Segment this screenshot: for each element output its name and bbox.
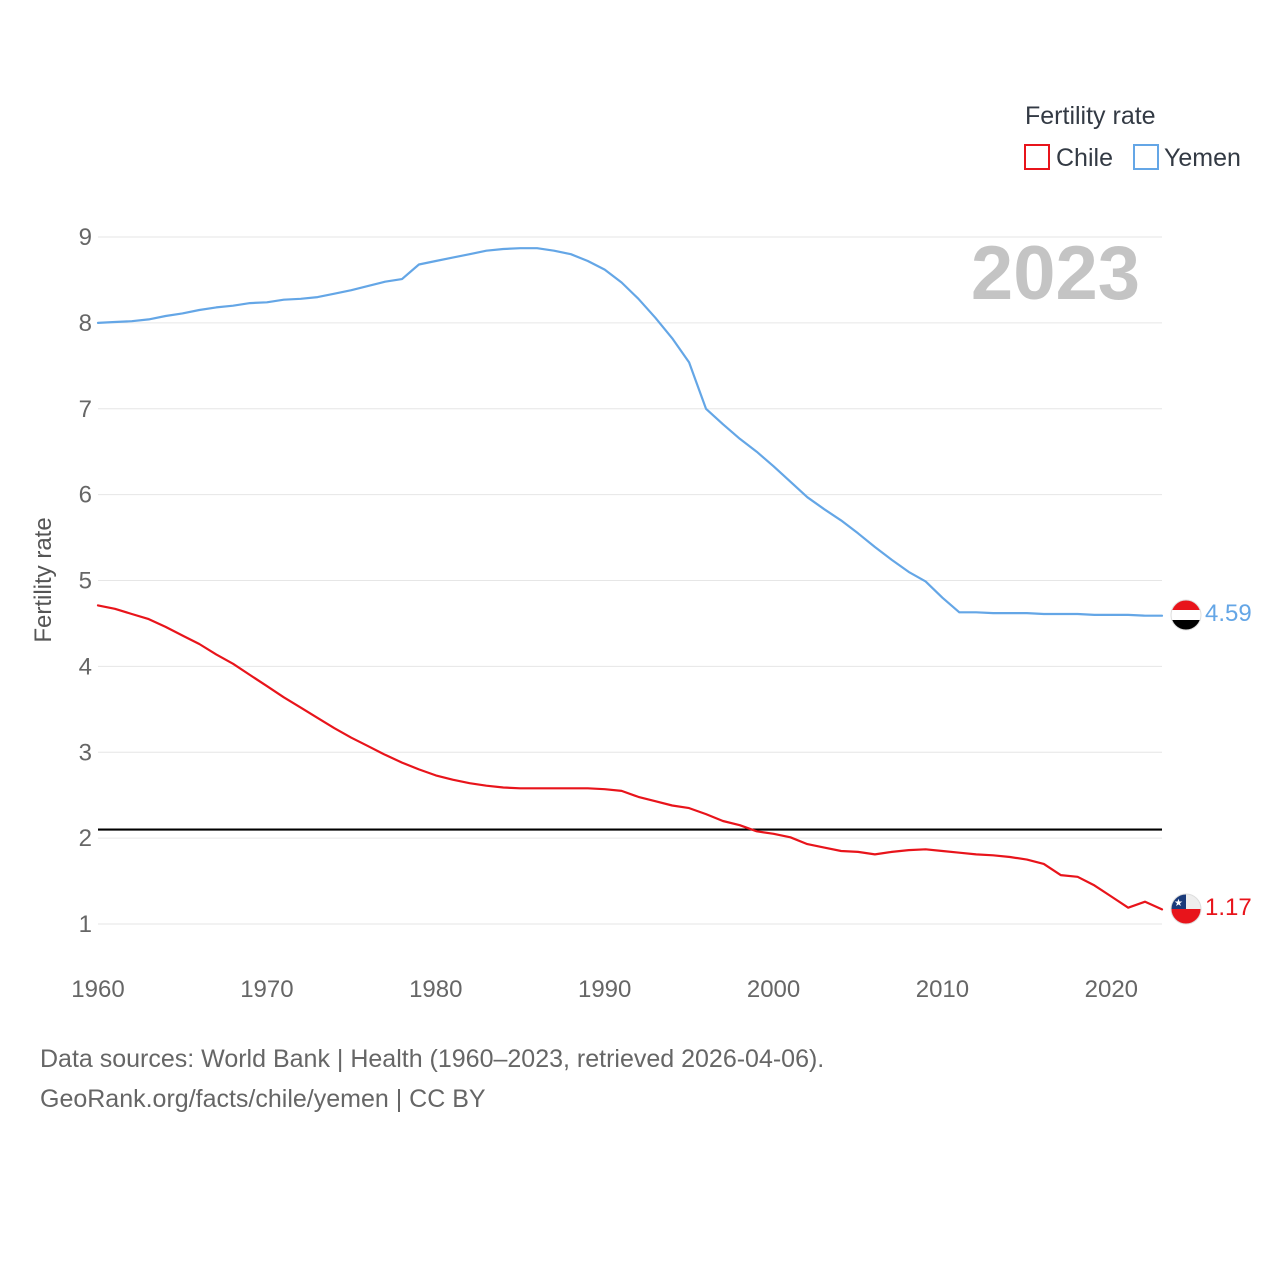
y-tick-label: 9 [79, 224, 92, 251]
x-tick-label: 1980 [409, 976, 462, 1003]
end-label-yemen: 4.59 [1205, 600, 1252, 627]
legend-swatch-yemen [1133, 144, 1159, 170]
legend: Fertility rate Chile Yemen [1024, 102, 1241, 172]
series-lines [96, 247, 1164, 911]
x-tick-label: 2000 [747, 976, 800, 1003]
series-line-yemen[interactable] [96, 247, 1164, 617]
x-axis-ticks: 1960 1970 1980 1990 2000 2010 2020 [71, 976, 1138, 1003]
y-tick-label: 8 [79, 310, 92, 337]
x-tick-label: 2020 [1085, 976, 1138, 1003]
y-tick-label: 3 [79, 739, 92, 766]
legend-label-yemen: Yemen [1164, 144, 1241, 172]
legend-item-yemen[interactable]: Yemen [1133, 144, 1241, 172]
x-tick-label: 1970 [240, 976, 293, 1003]
y-tick-label: 6 [79, 482, 92, 509]
y-tick-label: 4 [79, 653, 92, 680]
legend-swatch-chile [1024, 144, 1050, 170]
year-label: 2023 [971, 231, 1140, 316]
source-note: Data sources: World Bank | Health (1960–… [40, 1045, 825, 1073]
legend-label-chile: Chile [1056, 144, 1113, 172]
end-label-chile: 1.17 [1205, 894, 1252, 921]
x-tick-label: 1960 [71, 976, 124, 1003]
attribution-link[interactable]: GeoRank.org/facts/chile/yemen | CC BY [40, 1085, 486, 1113]
y-axis-ticks: 1 2 3 4 5 6 7 8 9 [79, 224, 92, 938]
svg-text:★: ★ [1174, 898, 1183, 909]
y-axis-title: Fertility rate [30, 517, 57, 642]
x-tick-label: 1990 [578, 976, 631, 1003]
y-tick-label: 2 [79, 825, 92, 852]
y-tick-label: 1 [79, 911, 92, 938]
x-tick-label: 2010 [916, 976, 969, 1003]
legend-title: Fertility rate [1025, 102, 1156, 130]
y-tick-label: 5 [79, 568, 92, 595]
y-tick-label: 7 [79, 396, 92, 423]
yemen-flag-icon [1171, 600, 1201, 630]
legend-item-chile[interactable]: Chile [1024, 144, 1113, 172]
gridlines [98, 236, 1162, 925]
series-line-chile[interactable] [96, 604, 1164, 911]
